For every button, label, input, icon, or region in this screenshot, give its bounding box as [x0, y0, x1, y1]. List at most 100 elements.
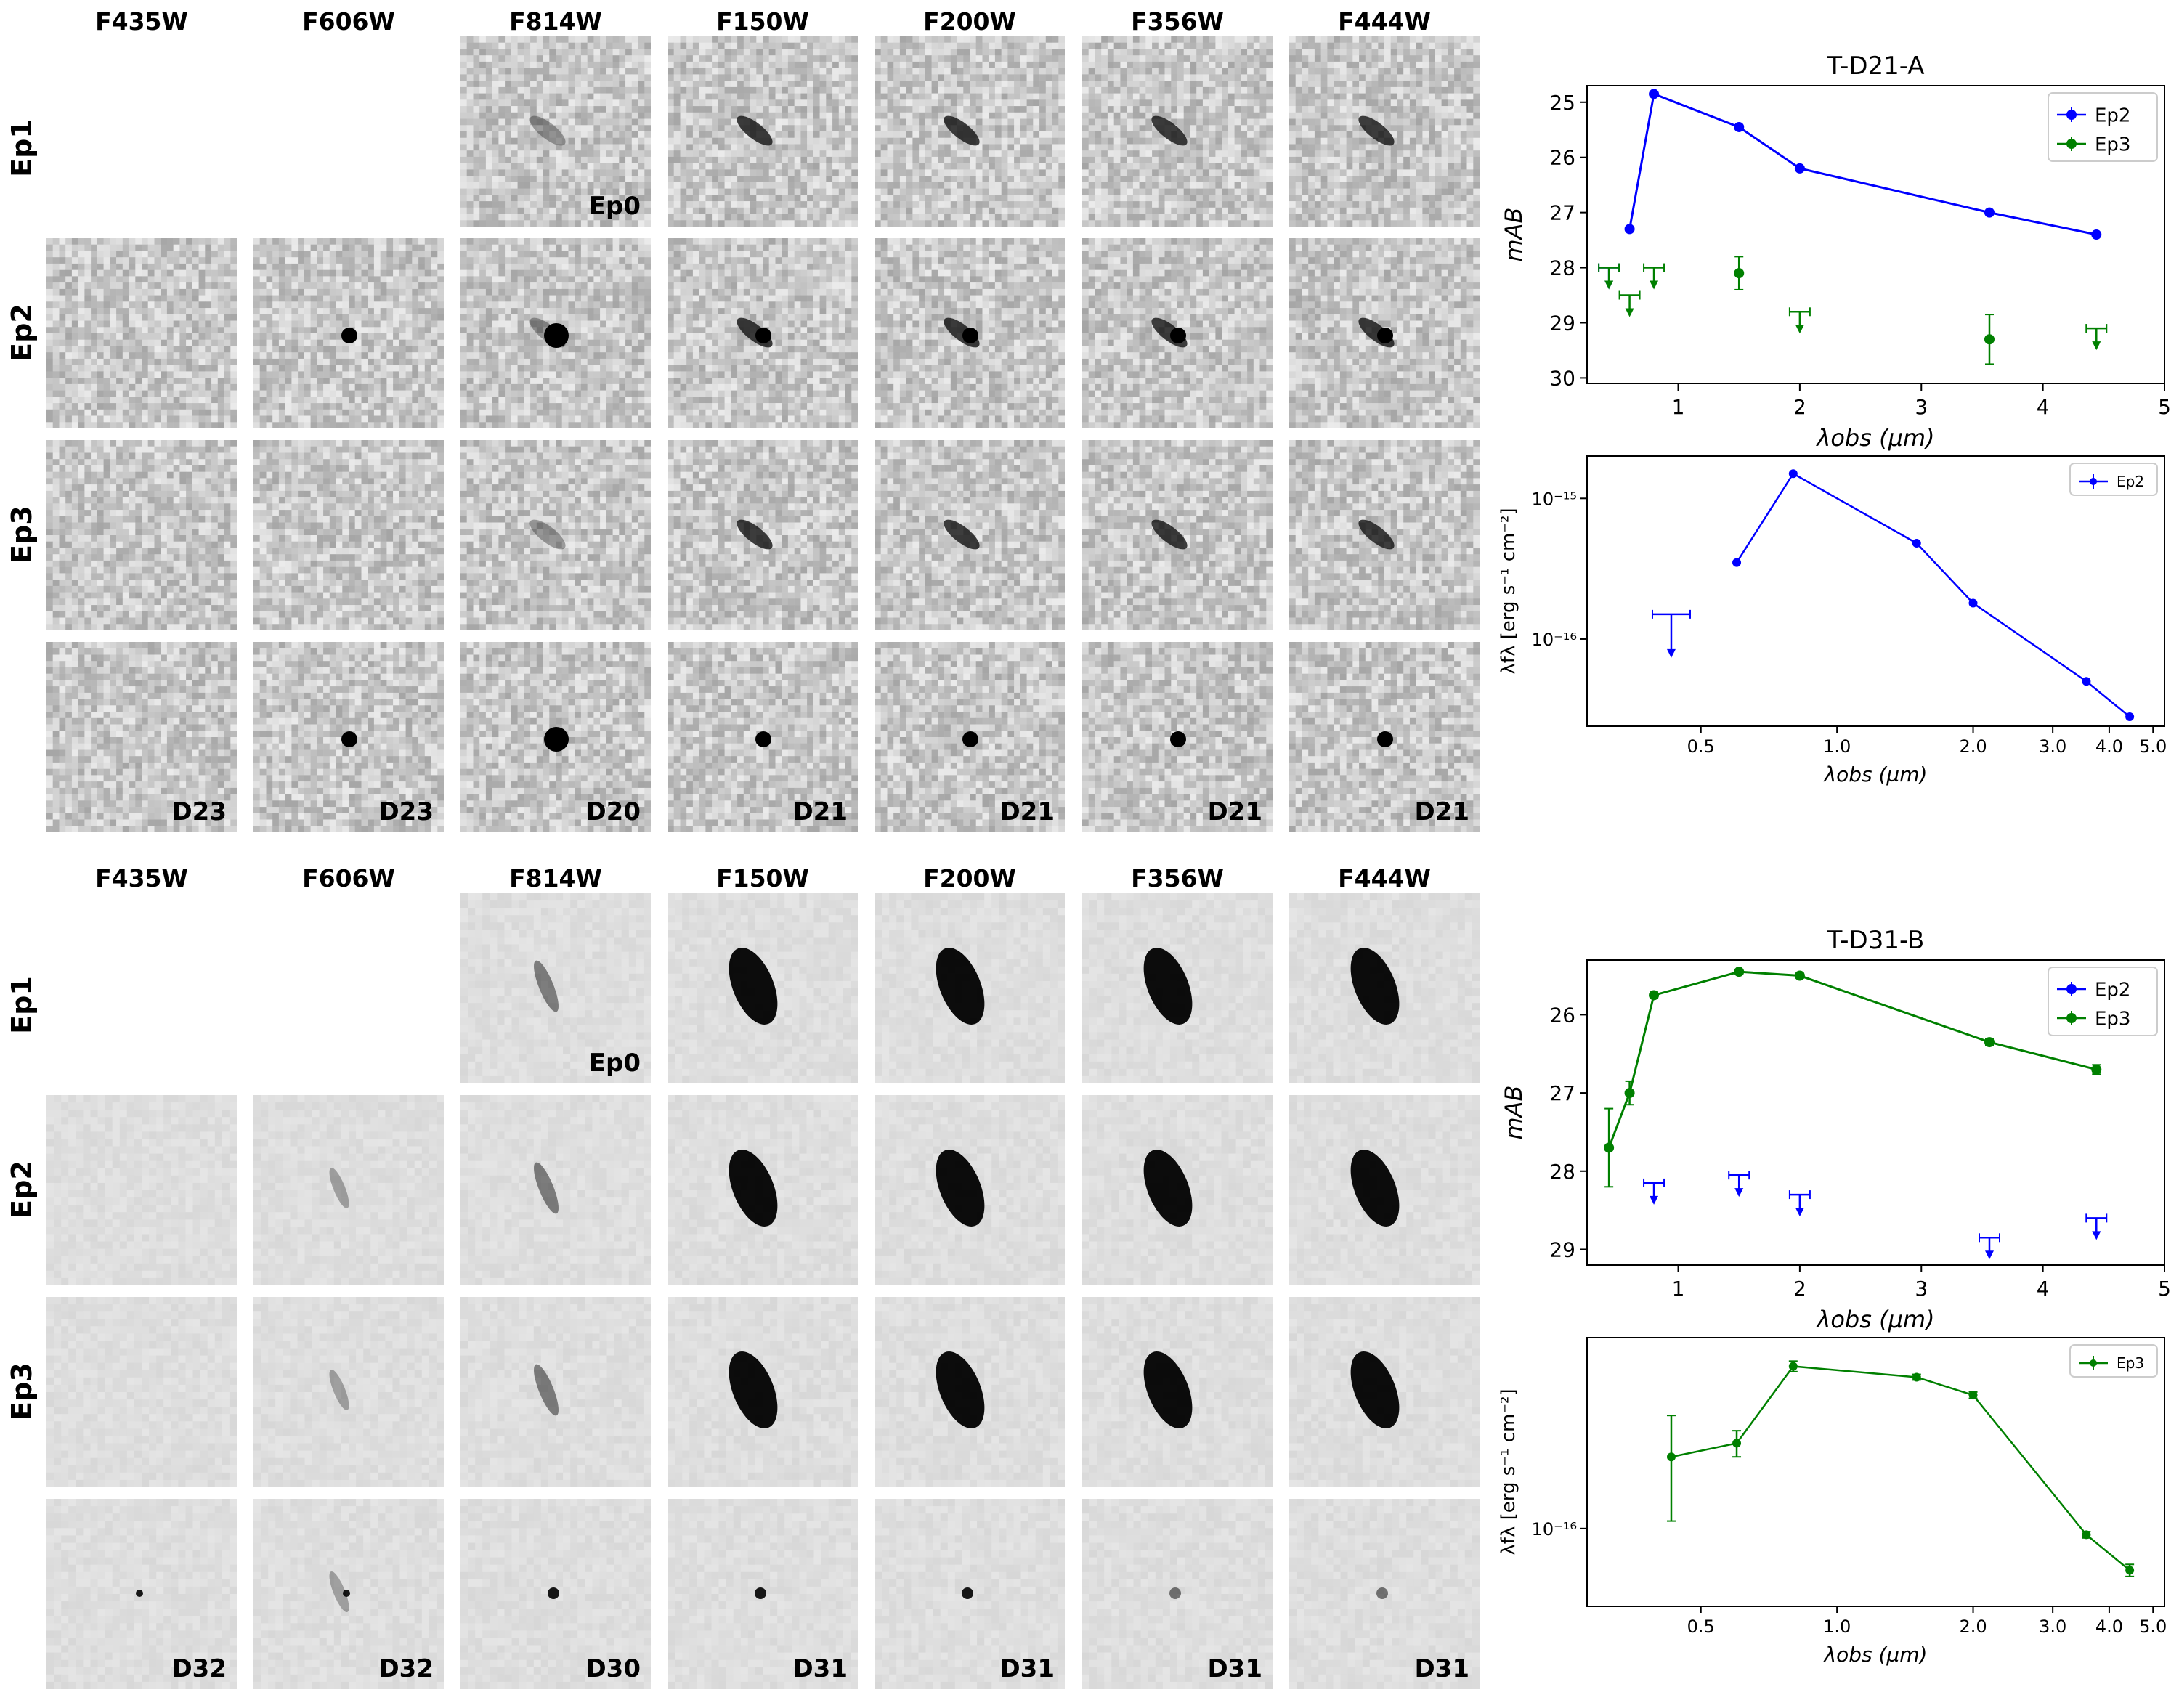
data-point — [1984, 334, 1995, 345]
cutout-image — [668, 440, 858, 630]
chart-title: T-D21-A — [1826, 52, 1924, 81]
data-point — [2091, 229, 2102, 240]
x-tick-label: 2 — [1793, 1277, 1806, 1301]
cutout-image — [1082, 893, 1273, 1083]
filter-label: F150W — [668, 864, 858, 892]
difference-tag: D23 — [378, 797, 434, 826]
upper-limit-arrowhead — [1604, 280, 1614, 290]
y-axis-label: λfλ [erg s⁻¹ cm⁻²] — [1498, 508, 1519, 674]
chart-title: T-D31-B — [1827, 926, 1925, 955]
difference-tag: D31 — [999, 1654, 1055, 1683]
mag-plot-axes — [1586, 85, 2165, 384]
data-point — [1984, 207, 1995, 218]
cutout-image — [460, 1297, 651, 1487]
cutout-image: D31 — [875, 1499, 1065, 1689]
upper-limit-arrowhead — [1984, 1250, 1994, 1260]
sed-plot-axes — [1586, 455, 2165, 727]
data-point — [1794, 970, 1805, 981]
data-point — [1968, 598, 1978, 608]
cutout-image — [1082, 238, 1273, 428]
x-axis-label: λobs (µm) — [1815, 424, 1934, 452]
x-axis-label: λobs (µm) — [1823, 1643, 1928, 1667]
filter-label: F356W — [1082, 864, 1273, 892]
y-tick-label: 28 — [1549, 256, 1575, 280]
data-point — [1624, 1088, 1635, 1099]
cutout-image — [1082, 440, 1273, 630]
upper-limit-arrowhead — [1666, 648, 1676, 658]
legend-label: Ep2 — [2095, 979, 2130, 1001]
cutout-image — [460, 1095, 651, 1285]
upper-limit-arrowhead — [1650, 1195, 1659, 1205]
difference-tag: D31 — [1414, 1654, 1469, 1683]
cutout-image — [1289, 36, 1480, 227]
difference-tag: D30 — [585, 1654, 641, 1683]
data-point — [1734, 967, 1745, 977]
filter-label: F356W — [1082, 7, 1273, 36]
cutout-image: D23 — [253, 642, 444, 832]
upper-limit-arrowhead — [1795, 1208, 1804, 1217]
cutout-image — [1082, 36, 1273, 227]
cutout-image — [46, 440, 237, 630]
cutout-image — [1082, 1095, 1273, 1285]
data-point — [1732, 1439, 1742, 1448]
mag-plot-axes — [1586, 959, 2165, 1266]
data-point — [2125, 712, 2135, 722]
y-tick-label: 10⁻¹⁶ — [1532, 630, 1577, 650]
legend-marker — [2066, 110, 2077, 120]
cutout-image — [253, 1297, 444, 1487]
data-point — [1788, 1362, 1798, 1371]
difference-tag: D21 — [1414, 797, 1469, 826]
filter-label: F606W — [253, 864, 444, 892]
filter-label: F606W — [253, 7, 444, 36]
difference-tag: D20 — [585, 797, 641, 826]
x-tick-label: 1.0 — [1823, 1616, 1851, 1637]
y-tick-label: 29 — [1549, 311, 1575, 335]
x-tick-label: 5 — [2158, 395, 2171, 419]
cutout-image — [875, 1095, 1065, 1285]
cutout-image — [46, 1297, 237, 1487]
legend-label: Ep2 — [2095, 105, 2130, 126]
filter-label: F150W — [668, 7, 858, 36]
x-tick-label: 3 — [1915, 395, 1928, 419]
data-point — [2091, 1064, 2102, 1075]
x-tick-label: 3.0 — [2039, 736, 2066, 757]
x-tick-label: 2.0 — [1959, 1616, 1987, 1637]
cutout-image — [875, 893, 1065, 1083]
cutout-image: D32 — [253, 1499, 444, 1689]
x-tick-label: 1 — [1672, 395, 1685, 419]
x-axis-label: λobs (µm) — [1823, 762, 1928, 786]
data-point — [1666, 1452, 1676, 1462]
y-tick-label: 30 — [1549, 366, 1575, 390]
x-tick-label: 3 — [1915, 1277, 1928, 1301]
filter-label: F435W — [46, 864, 237, 892]
cutout-image — [668, 1297, 858, 1487]
cutout-image — [668, 1095, 858, 1285]
data-point — [2082, 1530, 2091, 1540]
x-tick-label: 3.0 — [2039, 1616, 2066, 1637]
y-tick-label: 28 — [1549, 1160, 1575, 1184]
filter-label: F814W — [460, 864, 651, 892]
legend-label: Ep3 — [2095, 1008, 2130, 1030]
filter-label: F814W — [460, 7, 651, 36]
cutout-image — [1082, 1297, 1273, 1487]
legend-label: Ep3 — [2095, 134, 2130, 155]
difference-tag: D23 — [171, 797, 227, 826]
x-tick-label: 4 — [2037, 395, 2050, 419]
series-line — [1671, 1365, 2130, 1571]
data-point — [2082, 677, 2091, 686]
cutout-image — [668, 36, 858, 227]
x-tick-label: 4 — [2037, 1277, 2050, 1301]
data-point — [1649, 89, 1660, 99]
difference-tag: D21 — [1207, 797, 1262, 826]
data-point — [1624, 224, 1635, 235]
y-tick-label: 27 — [1549, 201, 1575, 225]
difference-tag: D21 — [792, 797, 848, 826]
x-tick-label: 2.0 — [1959, 736, 1987, 757]
cutout-image — [1289, 440, 1480, 630]
legend-marker — [2090, 478, 2097, 485]
cutout-image — [668, 893, 858, 1083]
cutout-image — [460, 440, 651, 630]
x-axis-label: λobs (µm) — [1815, 1306, 1934, 1333]
cutout-image — [1289, 893, 1480, 1083]
data-point — [1968, 1391, 1978, 1400]
